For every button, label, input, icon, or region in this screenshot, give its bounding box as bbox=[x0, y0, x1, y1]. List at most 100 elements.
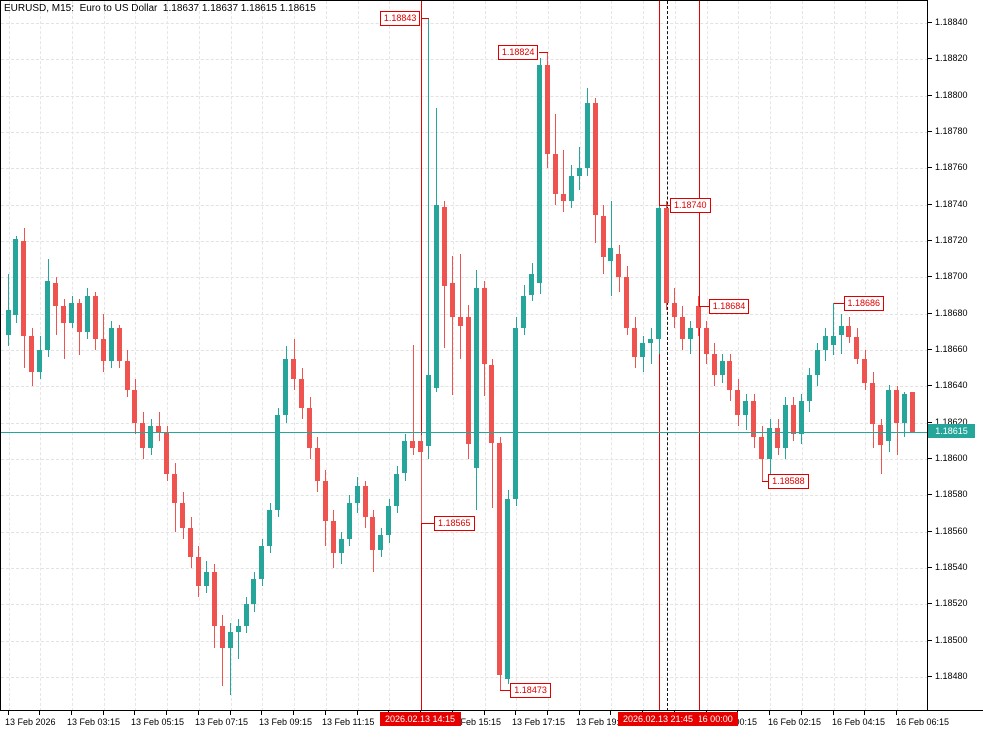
candle-body bbox=[751, 400, 757, 438]
price-gridline bbox=[1, 95, 927, 97]
price-marker-connector bbox=[659, 204, 670, 206]
candle-body bbox=[529, 273, 535, 296]
time-gridline bbox=[579, 1, 581, 710]
candle-body bbox=[291, 359, 297, 380]
vertical-line-object[interactable] bbox=[698, 1, 700, 710]
price-axis-tick bbox=[927, 676, 932, 677]
vertical-line-object[interactable] bbox=[421, 1, 422, 710]
candle-body bbox=[21, 241, 27, 336]
candle-body bbox=[711, 353, 717, 376]
candle-wick bbox=[650, 328, 652, 365]
vline-time-tag: 2026.02.13 21:45 bbox=[617, 712, 699, 726]
candle-body bbox=[616, 253, 622, 278]
price-axis-label: 1.18820 bbox=[935, 53, 968, 64]
time-gridline bbox=[135, 1, 137, 710]
candle-body bbox=[314, 448, 320, 481]
candle-wick bbox=[833, 302, 834, 356]
time-axis-label: 13 Feb 19:15 bbox=[576, 717, 630, 727]
candle-body bbox=[537, 64, 542, 283]
candle-wick bbox=[420, 435, 422, 523]
candle-body bbox=[878, 424, 884, 445]
price-gridline bbox=[1, 204, 927, 206]
time-axis-tick bbox=[102, 711, 104, 715]
price-axis-label: 1.18840 bbox=[935, 17, 968, 27]
candle-body bbox=[116, 328, 122, 361]
candle-body bbox=[735, 390, 741, 416]
candle-body bbox=[195, 557, 201, 587]
price-marker-label[interactable]: 1.18686 bbox=[843, 295, 885, 311]
price-axis-label: 1.18520 bbox=[935, 598, 968, 609]
price-axis-tick bbox=[927, 494, 932, 496]
candle-body bbox=[656, 208, 661, 340]
price-marker-label[interactable]: 1.18843 bbox=[379, 10, 421, 26]
price-marker-label[interactable]: 1.18824 bbox=[497, 45, 539, 61]
candle-body bbox=[846, 326, 852, 338]
time-axis-tick bbox=[71, 711, 72, 715]
candle-body bbox=[814, 350, 820, 376]
time-axis-label: 13 Feb 2026 bbox=[5, 717, 56, 727]
time-gridline bbox=[325, 1, 327, 710]
candle-body bbox=[457, 317, 463, 327]
price-gridline bbox=[1, 168, 927, 170]
candle-body bbox=[148, 426, 154, 449]
vertical-line-object[interactable] bbox=[659, 1, 660, 710]
price-marker-label[interactable]: 1.18588 bbox=[768, 473, 809, 489]
price-axis-tick bbox=[927, 603, 932, 605]
chart-plot-area[interactable]: 1.18843 1.18824 1.18740 1.18684 1.18686 1.185… bbox=[0, 0, 927, 710]
candle-body bbox=[322, 480, 328, 521]
price-marker-label[interactable]: 1.18684 bbox=[708, 299, 750, 315]
price-marker-connector bbox=[762, 480, 769, 482]
time-axis-tick bbox=[864, 711, 866, 715]
candle-body bbox=[378, 535, 384, 550]
price-gridline bbox=[1, 640, 927, 642]
price-marker-connector bbox=[538, 52, 548, 54]
price-marker-label[interactable]: 1.18473 bbox=[510, 682, 551, 698]
time-axis-label: 13 Feb 17:15 bbox=[512, 717, 566, 727]
price-marker-label[interactable]: 1.18565 bbox=[434, 515, 475, 531]
price-axis-tick bbox=[927, 458, 932, 459]
candle-body bbox=[172, 473, 178, 503]
price-gridline bbox=[1, 531, 927, 533]
time-gridline bbox=[262, 1, 264, 710]
candle-body bbox=[481, 288, 487, 365]
time-axis-tick bbox=[578, 711, 580, 715]
candle-body bbox=[798, 400, 804, 434]
candle-body bbox=[886, 390, 892, 441]
candle-body bbox=[870, 382, 876, 425]
candle-body bbox=[790, 404, 796, 434]
time-axis-label: 13 Feb 03:15 bbox=[67, 717, 121, 727]
time-gridline bbox=[198, 1, 200, 710]
price-axis[interactable]: 1.18615 1.18840 1.18820 1.18800 1.18780 1.18… bbox=[927, 0, 983, 737]
time-axis-label: 13 Feb 11:15 bbox=[322, 717, 375, 727]
price-axis-label: 1.18720 bbox=[935, 235, 968, 245]
candle-body bbox=[124, 360, 130, 390]
candle-body bbox=[719, 360, 725, 376]
time-axis-tick bbox=[197, 711, 199, 715]
candle-body bbox=[307, 408, 312, 449]
candle-body bbox=[679, 317, 685, 340]
vertical-line-object[interactable] bbox=[666, 1, 668, 710]
price-marker-label[interactable]: 1.18740 bbox=[670, 197, 711, 213]
price-axis-label: 1.18740 bbox=[935, 198, 968, 209]
candle-body bbox=[330, 520, 336, 554]
time-axis-label: 13 Feb 07:15 bbox=[195, 717, 249, 727]
price-marker-connector bbox=[698, 306, 709, 308]
candle-body bbox=[568, 175, 574, 201]
time-axis-tick bbox=[324, 711, 326, 715]
candle-body bbox=[37, 350, 43, 372]
candle-body bbox=[695, 306, 701, 329]
candle-body bbox=[164, 431, 170, 474]
price-axis-tick bbox=[927, 421, 932, 423]
candle-body bbox=[219, 626, 225, 648]
price-axis-tick bbox=[927, 58, 932, 60]
time-axis-label: 13 Feb 15:15 bbox=[448, 717, 502, 727]
time-gridline bbox=[8, 1, 10, 710]
price-gridline bbox=[1, 23, 927, 24]
time-axis-tick bbox=[800, 711, 802, 715]
candle-body bbox=[687, 328, 693, 340]
price-marker-connector bbox=[500, 689, 511, 691]
time-axis-tick bbox=[515, 711, 517, 715]
time-axis[interactable]: 13 Feb 2026 13 Feb 03:15 13 Feb 05:15 13 Fe… bbox=[0, 710, 983, 737]
candle-body bbox=[386, 506, 392, 536]
candle-body bbox=[632, 328, 638, 358]
